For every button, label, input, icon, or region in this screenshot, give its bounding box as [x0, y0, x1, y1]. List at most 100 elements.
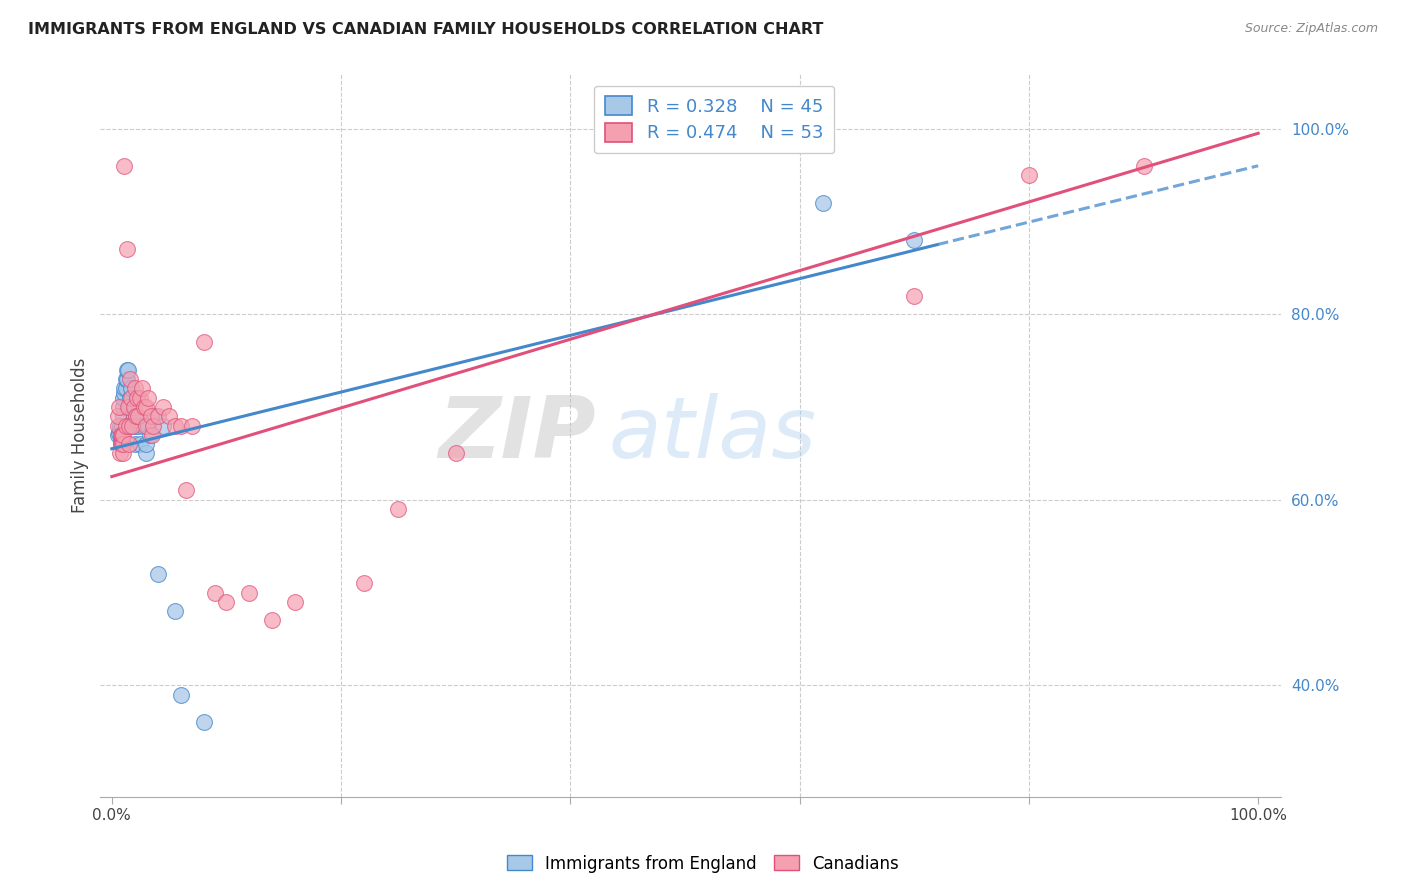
- Text: ZIP: ZIP: [439, 393, 596, 476]
- Point: [1018, 168, 1040, 182]
- Point: [107, 427, 129, 442]
- Point: [125, 409, 148, 424]
- Point: [111, 433, 134, 447]
- Point: [145, 409, 167, 424]
- Point: [142, 418, 165, 433]
- Point: [118, 437, 141, 451]
- Point: [112, 381, 135, 395]
- Point: [138, 391, 160, 405]
- Point: [114, 418, 136, 433]
- Point: [125, 391, 148, 405]
- Point: [120, 381, 142, 395]
- Point: [108, 446, 131, 460]
- Point: [193, 334, 215, 349]
- Point: [112, 427, 135, 442]
- Point: [903, 288, 925, 302]
- Point: [163, 418, 186, 433]
- Point: [110, 427, 132, 442]
- Text: IMMIGRANTS FROM ENGLAND VS CANADIAN FAMILY HOUSEHOLDS CORRELATION CHART: IMMIGRANTS FROM ENGLAND VS CANADIAN FAMI…: [28, 22, 824, 37]
- Point: [107, 409, 129, 424]
- Legend: Immigrants from England, Canadians: Immigrants from England, Canadians: [501, 848, 905, 880]
- Point: [163, 604, 186, 618]
- Point: [124, 437, 146, 451]
- Point: [117, 363, 139, 377]
- Point: [111, 437, 134, 451]
- Point: [120, 372, 142, 386]
- Point: [122, 400, 145, 414]
- Point: [107, 400, 129, 414]
- Point: [135, 418, 157, 433]
- Point: [111, 427, 134, 442]
- Point: [122, 409, 145, 424]
- Point: [121, 418, 143, 433]
- Point: [176, 483, 198, 498]
- Point: [111, 418, 134, 433]
- Point: [215, 595, 238, 609]
- Text: Source: ZipAtlas.com: Source: ZipAtlas.com: [1244, 22, 1378, 36]
- Point: [193, 715, 215, 730]
- Point: [157, 409, 180, 424]
- Point: [181, 418, 204, 433]
- Point: [114, 381, 136, 395]
- Y-axis label: Family Households: Family Households: [72, 357, 89, 513]
- Legend: R = 0.328    N = 45, R = 0.474    N = 53: R = 0.328 N = 45, R = 0.474 N = 53: [595, 86, 834, 153]
- Point: [115, 242, 138, 256]
- Point: [169, 688, 191, 702]
- Point: [115, 372, 138, 386]
- Point: [118, 418, 141, 433]
- Point: [444, 446, 467, 460]
- Point: [108, 423, 131, 437]
- Point: [262, 614, 284, 628]
- Point: [127, 418, 149, 433]
- Point: [112, 437, 135, 451]
- Point: [115, 363, 138, 377]
- Point: [135, 446, 157, 460]
- Point: [132, 400, 155, 414]
- Point: [125, 391, 148, 405]
- Point: [124, 418, 146, 433]
- Point: [120, 391, 142, 405]
- Point: [152, 400, 174, 414]
- Point: [118, 418, 141, 433]
- Point: [129, 391, 152, 405]
- Point: [811, 195, 834, 210]
- Point: [112, 446, 135, 460]
- Point: [146, 566, 169, 581]
- Point: [118, 400, 141, 414]
- Point: [114, 372, 136, 386]
- Point: [129, 437, 152, 451]
- Point: [146, 409, 169, 424]
- Point: [1132, 159, 1154, 173]
- Point: [152, 418, 174, 433]
- Point: [112, 400, 135, 414]
- Point: [125, 409, 148, 424]
- Point: [353, 576, 375, 591]
- Point: [138, 427, 160, 442]
- Point: [112, 386, 135, 401]
- Point: [112, 409, 135, 424]
- Point: [169, 418, 191, 433]
- Point: [204, 585, 226, 599]
- Point: [141, 427, 163, 442]
- Point: [121, 418, 143, 433]
- Point: [284, 595, 307, 609]
- Point: [110, 437, 132, 451]
- Point: [108, 418, 131, 433]
- Point: [112, 159, 135, 173]
- Point: [112, 391, 135, 405]
- Point: [107, 425, 129, 440]
- Point: [120, 400, 142, 414]
- Point: [387, 502, 409, 516]
- Point: [135, 437, 157, 451]
- Point: [138, 418, 160, 433]
- Point: [139, 409, 162, 424]
- Point: [110, 437, 132, 451]
- Point: [127, 409, 149, 424]
- Point: [111, 427, 134, 442]
- Point: [238, 585, 260, 599]
- Point: [117, 400, 139, 414]
- Point: [124, 381, 146, 395]
- Text: atlas: atlas: [607, 393, 815, 476]
- Point: [120, 391, 142, 405]
- Point: [110, 433, 132, 447]
